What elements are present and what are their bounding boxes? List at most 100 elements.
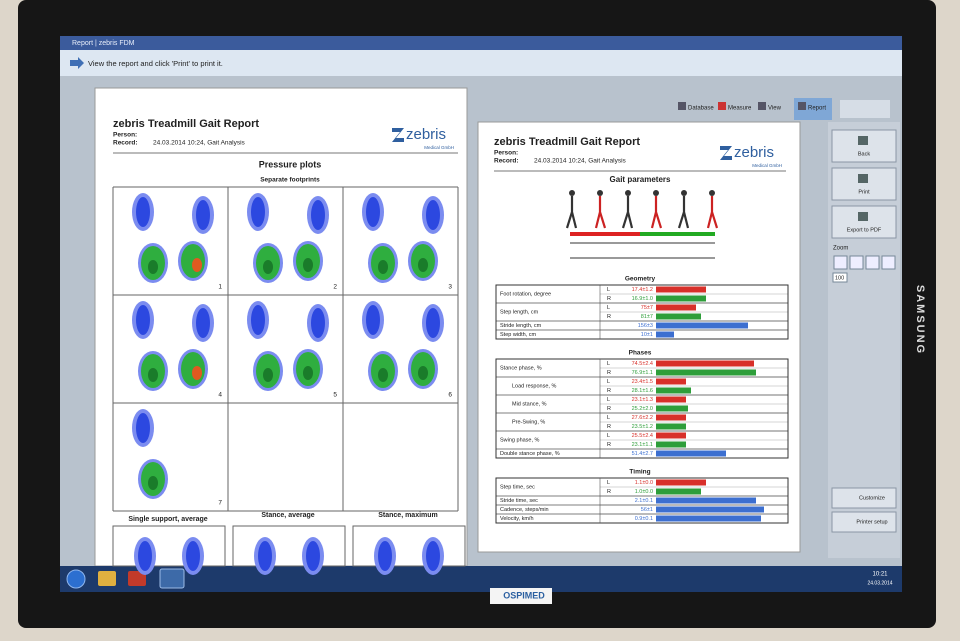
value-bar	[656, 286, 706, 293]
value-text: 2.1±0.1	[635, 498, 653, 504]
value-bar	[656, 396, 686, 403]
taskbar-icon[interactable]	[159, 568, 185, 589]
report-title: zebris Treadmill Gait Report	[113, 118, 259, 130]
row-label: Step time, sec	[500, 484, 535, 490]
clock-time: 10:21	[872, 572, 888, 578]
value-text: 27.6±2.2	[632, 415, 653, 421]
value-text: 23.1±1.3	[632, 397, 653, 403]
value-text: 23.1±1.1	[632, 442, 653, 448]
footprint	[311, 200, 325, 230]
subsection-title: Separate footprints	[260, 177, 320, 184]
phase-bar	[640, 232, 715, 236]
figure-head	[597, 190, 603, 196]
figure-head	[625, 190, 631, 196]
footprint-core	[263, 260, 273, 274]
row-label: Stride time, sec	[500, 498, 538, 504]
value-text: 81±7	[641, 314, 653, 320]
row-label: Swing phase, %	[500, 437, 540, 443]
brand-logo-box	[840, 100, 890, 118]
value-bar	[656, 405, 688, 412]
footprint	[311, 308, 325, 338]
side-label: L	[607, 361, 610, 367]
taskbar-icon[interactable]	[98, 571, 116, 586]
side-label: R	[607, 370, 611, 376]
sidebar-label: Customize	[859, 495, 885, 501]
value-bar	[656, 488, 701, 495]
content: Database Measure View Report Back Print Export…	[112, 98, 897, 575]
value-bar	[656, 331, 674, 338]
sidebar-icon	[858, 174, 868, 183]
logo-mark	[392, 128, 404, 142]
toolbar-button: View	[768, 106, 782, 112]
logo: zebris	[734, 144, 774, 161]
sidebar-icon	[858, 212, 868, 221]
value-text: 23.4±1.5	[632, 379, 653, 385]
side-label: L	[607, 480, 610, 486]
plot-box	[232, 525, 346, 567]
group-title: Timing	[629, 469, 650, 476]
figure-head	[653, 190, 659, 196]
zoom-button[interactable]	[849, 255, 864, 270]
report-title: zebris Treadmill Gait Report	[494, 136, 640, 148]
footprint-number: 6	[448, 392, 452, 399]
sidebar-icon	[858, 136, 868, 145]
clock-date: 24.03.2014	[867, 580, 892, 586]
value-text: 0.9±0.1	[635, 516, 653, 522]
sidebar-button[interactable]	[831, 205, 897, 239]
footprint-core	[378, 260, 388, 274]
footprint	[186, 541, 200, 571]
value-bar	[656, 497, 756, 504]
footprint	[138, 541, 152, 571]
footprint-core	[263, 368, 273, 382]
footprint	[366, 197, 380, 227]
value-text: 23.5±1.2	[632, 424, 653, 430]
toolbar-icon[interactable]	[678, 102, 686, 110]
zoom-box	[832, 272, 848, 283]
footprint-core	[418, 366, 428, 380]
taskbar-icon[interactable]	[128, 571, 146, 586]
start-button[interactable]	[66, 569, 86, 589]
row-label: Stance phase, %	[500, 365, 542, 371]
record-value: 24.03.2014 10:24, Gait Analysis	[153, 140, 246, 147]
zoom-button[interactable]	[865, 255, 880, 270]
row-label: Mid stance, %	[512, 401, 547, 407]
footprint	[426, 541, 440, 571]
group-table	[495, 477, 789, 524]
value-bar	[656, 423, 686, 430]
sidebar-button[interactable]	[831, 487, 897, 509]
value-bar	[656, 369, 756, 376]
sidebar-button[interactable]	[831, 167, 897, 201]
row-label: Velocity, km/h	[500, 516, 534, 522]
row-label: Step length, cm	[500, 309, 539, 315]
footprint-number: 4	[218, 392, 222, 399]
monitor-brand: SAMSUNG	[914, 285, 926, 355]
side-label: L	[607, 415, 610, 421]
sticker-text: OSPIMED	[503, 590, 545, 600]
footprint	[196, 200, 210, 230]
sidebar-button[interactable]	[831, 129, 897, 163]
record-label: Record:	[494, 158, 519, 165]
zoom-button[interactable]	[833, 255, 848, 270]
sidebar-button[interactable]	[831, 511, 897, 533]
value-bar	[656, 414, 686, 421]
toolbar-icon[interactable]	[758, 102, 766, 110]
logo: zebris	[406, 126, 446, 143]
figure-head	[569, 190, 575, 196]
value-text: 51.4±2.7	[632, 451, 653, 457]
value-bar	[656, 387, 691, 394]
zoom-button[interactable]	[881, 255, 896, 270]
group-title: Phases	[629, 350, 652, 357]
side-label: R	[607, 424, 611, 430]
toolbar-icon[interactable]	[718, 102, 726, 110]
value-text: 28.1±1.6	[632, 388, 653, 394]
side-label: L	[607, 397, 610, 403]
footprint-number: 3	[448, 284, 452, 291]
value-text: 10±1	[641, 332, 653, 338]
toolbar-icon[interactable]	[798, 102, 806, 110]
value-text: 17.4±1.2	[632, 287, 653, 293]
value-bar	[656, 450, 726, 457]
value-text: 75±7	[641, 305, 653, 311]
sidebar-label: Print	[858, 189, 870, 195]
side-label: R	[607, 388, 611, 394]
